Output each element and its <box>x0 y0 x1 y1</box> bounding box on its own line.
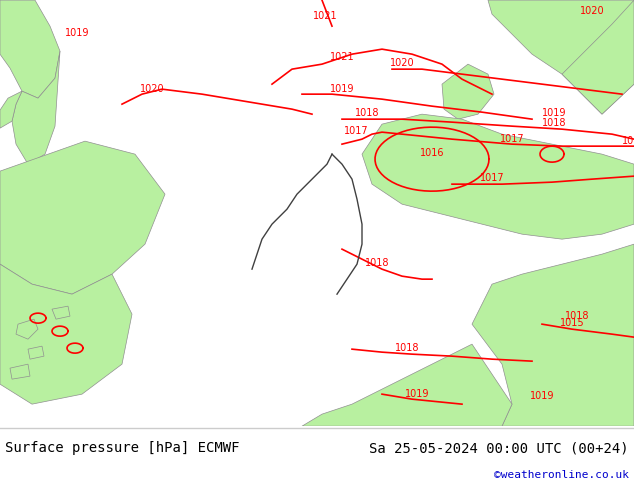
Polygon shape <box>52 306 70 319</box>
Polygon shape <box>442 64 494 119</box>
Text: 1018: 1018 <box>395 343 419 353</box>
Polygon shape <box>16 319 38 339</box>
Polygon shape <box>28 346 44 359</box>
Text: 1019: 1019 <box>542 108 567 118</box>
Text: Sa 25-05-2024 00:00 UTC (00+24): Sa 25-05-2024 00:00 UTC (00+24) <box>370 441 629 455</box>
Text: 1019: 1019 <box>404 389 429 399</box>
Polygon shape <box>0 91 22 128</box>
Polygon shape <box>488 0 634 114</box>
Text: 1020: 1020 <box>579 6 604 16</box>
Text: 1021: 1021 <box>313 11 337 21</box>
Text: 1020: 1020 <box>139 84 164 94</box>
Text: 1020: 1020 <box>390 58 414 68</box>
Text: 1019: 1019 <box>330 84 354 94</box>
Text: 1018: 1018 <box>355 108 379 118</box>
Text: 1017: 1017 <box>500 134 524 144</box>
Text: 1018: 1018 <box>565 311 589 321</box>
Text: 1019: 1019 <box>65 28 89 38</box>
Text: 1018: 1018 <box>365 258 389 268</box>
Text: 1017: 1017 <box>344 126 368 136</box>
Text: ©weatheronline.co.uk: ©weatheronline.co.uk <box>494 470 629 480</box>
Text: 1017: 1017 <box>622 136 634 146</box>
Polygon shape <box>0 141 165 294</box>
Polygon shape <box>362 114 634 239</box>
Text: 1017: 1017 <box>480 173 504 183</box>
Polygon shape <box>12 51 60 164</box>
Polygon shape <box>10 364 30 379</box>
Text: 1015: 1015 <box>560 318 585 328</box>
Polygon shape <box>0 264 132 404</box>
Text: Surface pressure [hPa] ECMWF: Surface pressure [hPa] ECMWF <box>5 441 240 455</box>
Text: 1016: 1016 <box>420 148 444 158</box>
Polygon shape <box>302 344 512 426</box>
Polygon shape <box>562 0 634 114</box>
Polygon shape <box>0 0 60 98</box>
Text: 1018: 1018 <box>542 118 567 128</box>
Polygon shape <box>472 244 634 426</box>
Text: 1019: 1019 <box>530 391 554 401</box>
Text: 1021: 1021 <box>330 52 354 62</box>
